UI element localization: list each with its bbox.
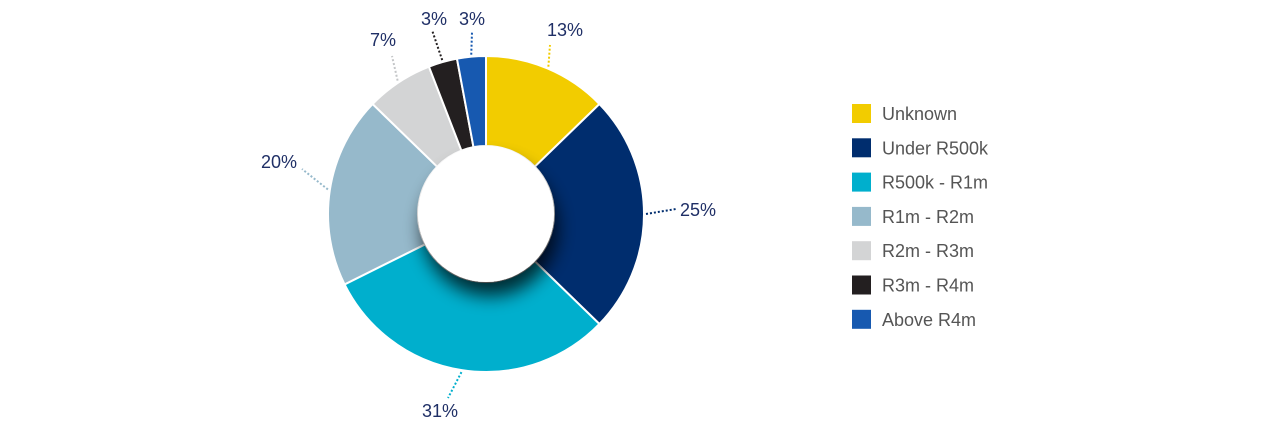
data-label: 31% — [422, 401, 458, 421]
legend-swatch — [852, 172, 871, 192]
legend-swatch — [852, 241, 871, 261]
legend-swatch — [852, 206, 871, 226]
legend-swatch — [852, 138, 871, 158]
legend-label: R3m - R4m — [882, 276, 974, 296]
data-label: 13% — [547, 20, 583, 40]
data-label: 7% — [370, 30, 396, 50]
slice-labels: 13% 25% 31% 20% 7% 3% 3% — [261, 9, 716, 421]
legend: Unknown Under R500k R500k - R1m R1m - R2m R2… — [852, 104, 989, 330]
legend-label: Under R500k — [882, 138, 989, 158]
legend-label: Above R4m — [882, 310, 976, 330]
leader-line — [645, 208, 677, 215]
legend-label: R1m - R2m — [882, 207, 974, 227]
leader-line — [547, 44, 551, 67]
data-label: 25% — [680, 200, 716, 220]
leader-line — [431, 29, 444, 61]
leader-lines — [301, 29, 677, 399]
data-label: 3% — [421, 9, 447, 29]
legend-swatch — [852, 275, 871, 295]
data-label: 3% — [459, 9, 485, 29]
leader-line — [301, 168, 329, 191]
legend-swatch — [852, 104, 871, 123]
donut-slices — [327, 54, 645, 373]
leader-line — [470, 31, 473, 55]
data-label: 20% — [261, 152, 297, 172]
legend-label: R2m - R3m — [882, 241, 974, 261]
leader-line — [447, 371, 463, 399]
legend-swatch — [852, 309, 871, 329]
donut-hole — [418, 146, 554, 282]
leader-line — [391, 55, 399, 81]
legend-label: Unknown — [882, 104, 957, 124]
legend-label: R500k - R1m — [882, 173, 988, 193]
